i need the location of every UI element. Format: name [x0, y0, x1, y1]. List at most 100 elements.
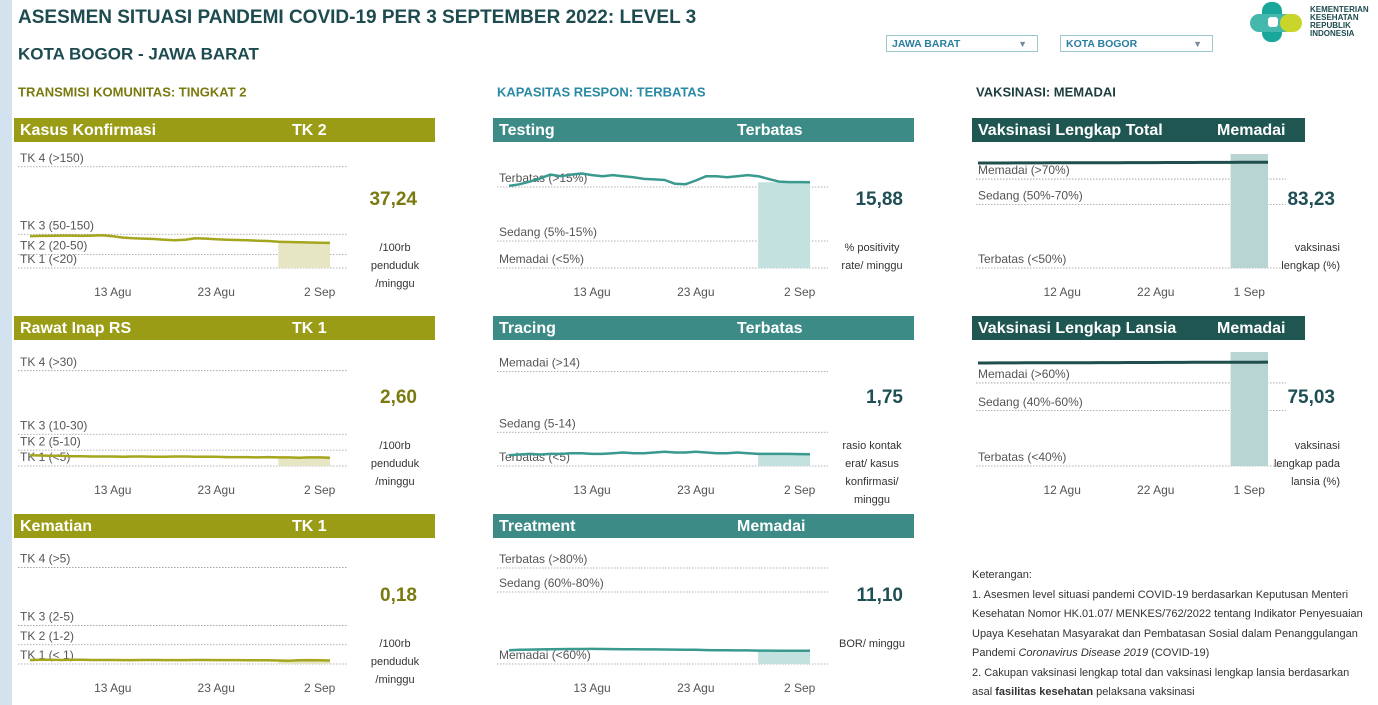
- x-tick-label: 23 Agu: [677, 483, 714, 497]
- panel-header: [972, 118, 1305, 142]
- threshold-label: TK 2 (1-2): [20, 629, 74, 643]
- note-item: 2. Cakupan vaksinasi lengkap total dan v…: [972, 664, 1372, 703]
- threshold-label: Terbatas (<40%): [978, 450, 1066, 464]
- highlight-band: [278, 242, 330, 268]
- headline-value: 75,03: [1287, 387, 1335, 408]
- headline-value: 37,24: [369, 189, 417, 210]
- note-item: 1. Asesmen level situasi pandemi COVID-1…: [972, 586, 1372, 664]
- unit-label: penduduk: [371, 656, 420, 668]
- threshold-label: Terbatas (<50%): [978, 252, 1066, 266]
- page-title: ASESMEN SITUASI PANDEMI COVID-19 PER 3 S…: [18, 7, 696, 28]
- section-heading: VAKSINASI: MEMADAI: [976, 84, 1116, 99]
- section-heading: KAPASITAS RESPON: TERBATAS: [497, 84, 706, 99]
- threshold-label: TK 4 (>5): [20, 552, 70, 566]
- x-tick-label: 22 Agu: [1137, 285, 1174, 299]
- x-tick-label: 13 Agu: [94, 681, 131, 695]
- logo-text: INDONESIA: [1310, 29, 1355, 38]
- note-text: pelaksana vaksinasi: [1093, 686, 1195, 698]
- headline-value: 2,60: [380, 387, 417, 408]
- threshold-label: Memadai (<5%): [499, 252, 584, 266]
- headline-value: 15,88: [855, 189, 903, 210]
- panel-level: TK 2: [292, 122, 327, 139]
- region-filter[interactable]: JAWA BARAT ▼: [886, 35, 1038, 52]
- note-text: 2. Cakupan vaksinasi lengkap total dan v…: [972, 666, 1350, 699]
- unit-label: /minggu: [375, 476, 414, 488]
- highlight-band: [1230, 154, 1268, 268]
- note-bold: fasilitas kesehatan: [995, 686, 1094, 698]
- x-tick-label: 23 Agu: [198, 285, 235, 299]
- x-tick-label: 23 Agu: [677, 285, 714, 299]
- highlight-band: [758, 650, 810, 664]
- unit-label: lansia (%): [1291, 476, 1340, 488]
- x-tick-label: 2 Sep: [304, 285, 336, 299]
- filter-label: KOTA BOGOR: [1066, 38, 1138, 50]
- threshold-label: TK 3 (2-5): [20, 610, 74, 624]
- threshold-label: Memadai (<60%): [499, 648, 591, 662]
- x-tick-label: 12 Agu: [1044, 483, 1081, 497]
- data-line: [29, 658, 331, 662]
- threshold-label: TK 3 (50-150): [20, 218, 94, 232]
- threshold-label: Memadai (>70%): [978, 163, 1070, 177]
- page-subtitle: KOTA BOGOR - JAWA BARAT: [18, 44, 259, 63]
- x-tick-label: 2 Sep: [304, 681, 336, 695]
- panel-header: [493, 514, 914, 538]
- threshold-label: TK 2 (20-50): [20, 239, 87, 253]
- headline-value: 83,23: [1287, 189, 1335, 210]
- panel-level: TK 1: [292, 320, 327, 337]
- logo-shape: [1280, 14, 1302, 32]
- x-tick-label: 13 Agu: [573, 483, 610, 497]
- filter-label: JAWA BARAT: [892, 38, 961, 50]
- panel-level: Memadai: [1217, 122, 1285, 139]
- panel-title: Treatment: [499, 518, 576, 535]
- note-text: 1. Asesmen level situasi pandemi COVID-1…: [972, 588, 1363, 660]
- unit-label: /100rb: [379, 242, 410, 254]
- panel-level: Memadai: [737, 518, 805, 535]
- panel-level: Terbatas: [737, 320, 803, 337]
- panel-title: Testing: [499, 122, 555, 139]
- unit-label: /100rb: [379, 440, 410, 452]
- x-tick-label: 23 Agu: [198, 681, 235, 695]
- highlight-band: [758, 182, 810, 268]
- threshold-label: TK 1 (<5): [20, 450, 70, 464]
- notes: Keterangan: 1. Asesmen level situasi pan…: [972, 566, 1372, 703]
- panel-title: Kasus Konfirmasi: [20, 122, 156, 139]
- data-line: [978, 160, 1269, 165]
- unit-label: lengkap (%): [1281, 260, 1340, 272]
- x-tick-label: 23 Agu: [198, 483, 235, 497]
- threshold-label: TK 1 (<20): [20, 252, 77, 266]
- x-tick-label: 13 Agu: [573, 681, 610, 695]
- unit-label: /minggu: [375, 278, 414, 290]
- dropdown-arrow: ▼: [1193, 39, 1202, 49]
- threshold-label: TK 2 (5-10): [20, 434, 81, 448]
- note-italic: Coronavirus Disease 2019: [1018, 647, 1149, 659]
- panel-level: Memadai: [1217, 320, 1285, 337]
- unit-label: rate/ minggu: [841, 260, 902, 272]
- threshold-label: TK 4 (>30): [20, 355, 77, 369]
- x-tick-label: 1 Sep: [1234, 285, 1266, 299]
- city-filter[interactable]: KOTA BOGOR ▼: [1060, 35, 1213, 52]
- data-line: [508, 647, 810, 652]
- panel-level: TK 1: [292, 518, 327, 535]
- unit-label: vaksinasi: [1295, 242, 1340, 254]
- unit-label: rasio kontak: [842, 440, 902, 452]
- logo: KEMENTERIAN KESEHATAN REPUBLIK INDONESIA: [1250, 2, 1369, 42]
- threshold-label: Sedang (40%-60%): [978, 395, 1083, 409]
- dropdown-arrow: ▼: [1018, 39, 1027, 49]
- threshold-label: TK 4 (>150): [20, 151, 84, 165]
- x-tick-label: 23 Agu: [677, 681, 714, 695]
- highlight-band: [278, 660, 330, 664]
- unit-label: % positivity: [844, 242, 900, 254]
- side-strip: [0, 0, 12, 705]
- unit-label: penduduk: [371, 458, 420, 470]
- threshold-label: Sedang (5%-15%): [499, 225, 597, 239]
- logo-text: KEMENTERIAN: [1310, 5, 1369, 14]
- panel-header: [493, 316, 914, 340]
- panel-title: Rawat Inap RS: [20, 320, 131, 337]
- x-tick-label: 2 Sep: [304, 483, 336, 497]
- note-text: (COVID-19): [1148, 647, 1210, 659]
- x-tick-label: 13 Agu: [94, 483, 131, 497]
- panel-title: Vaksinasi Lengkap Lansia: [978, 320, 1176, 337]
- unit-label: vaksinasi: [1295, 440, 1340, 452]
- panel-title: Kematian: [20, 518, 92, 535]
